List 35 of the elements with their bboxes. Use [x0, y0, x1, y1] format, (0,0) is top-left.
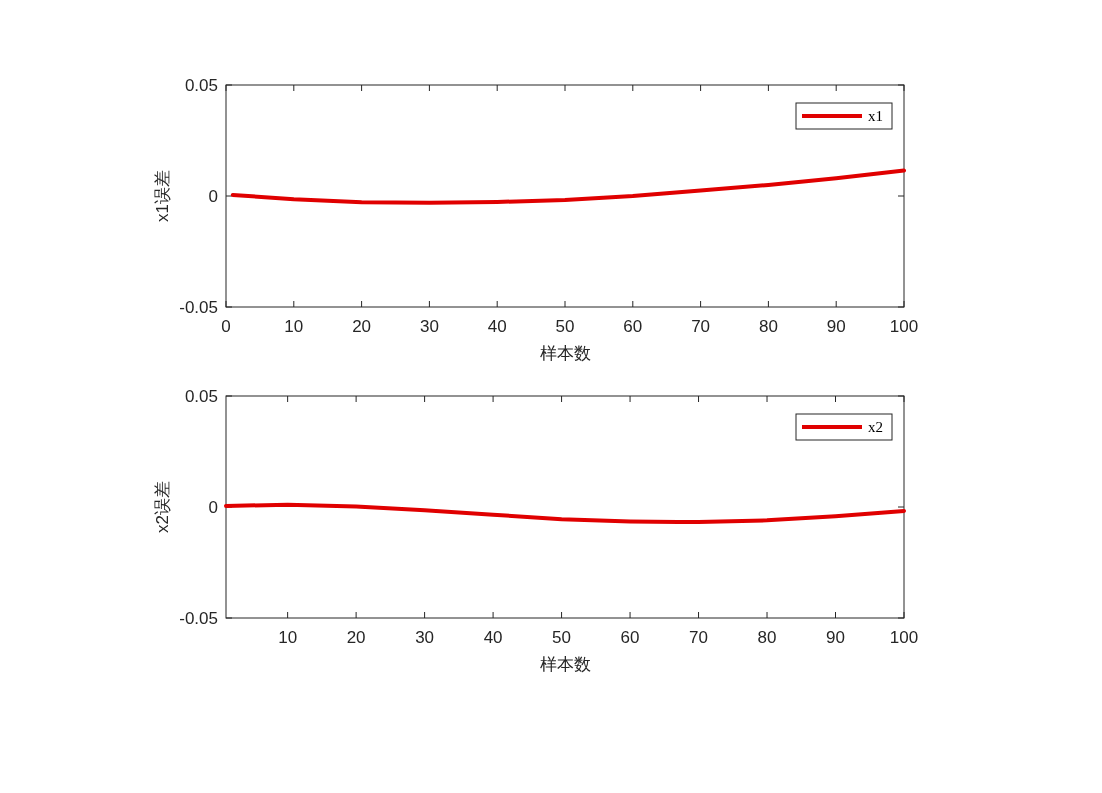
- x-tick-label: 90: [826, 628, 845, 647]
- y-tick-label: 0.05: [184, 387, 218, 406]
- line-series: [230, 168, 906, 205]
- x-axis-title: 样本数: [539, 344, 591, 363]
- x-tick-label: 100: [889, 628, 919, 647]
- legend-label: x2: [868, 419, 883, 435]
- x-tick-label: 40: [487, 317, 507, 336]
- x-tick-label: 20: [352, 317, 372, 336]
- line-series: [224, 502, 906, 525]
- x-tick-label: 60: [623, 317, 643, 336]
- x-tick-label: 50: [552, 628, 572, 647]
- y-axis-title: x2误差: [153, 481, 172, 533]
- y-tick-label: -0.05: [179, 609, 218, 628]
- x-tick-label: 10: [284, 317, 304, 336]
- x-tick-label: 40: [483, 628, 503, 647]
- legend-label: x1: [868, 108, 883, 124]
- x-tick-label: 30: [419, 317, 439, 336]
- x-tick-label: 30: [415, 628, 435, 647]
- x-tick-label: 80: [758, 317, 778, 336]
- x-tick-label: 70: [689, 628, 709, 647]
- x-axis-title: 样本数: [539, 655, 591, 674]
- x-tick-label: 90: [826, 317, 846, 336]
- x-tick-label: 60: [620, 628, 640, 647]
- x-tick-label: 0: [221, 317, 231, 336]
- x-tick-label: 50: [555, 317, 575, 336]
- y-tick-label: -0.05: [179, 298, 218, 317]
- x-tick-label: 70: [691, 317, 711, 336]
- x-tick-label: 10: [278, 628, 298, 647]
- y-axis-title: x1误差: [153, 170, 172, 222]
- y-tick-label: 0: [208, 498, 218, 517]
- x-tick-label: 20: [346, 628, 366, 647]
- y-tick-label: 0: [208, 187, 218, 206]
- y-tick-label: 0.05: [184, 76, 218, 95]
- x-tick-label: 100: [889, 317, 919, 336]
- x-tick-label: 80: [757, 628, 777, 647]
